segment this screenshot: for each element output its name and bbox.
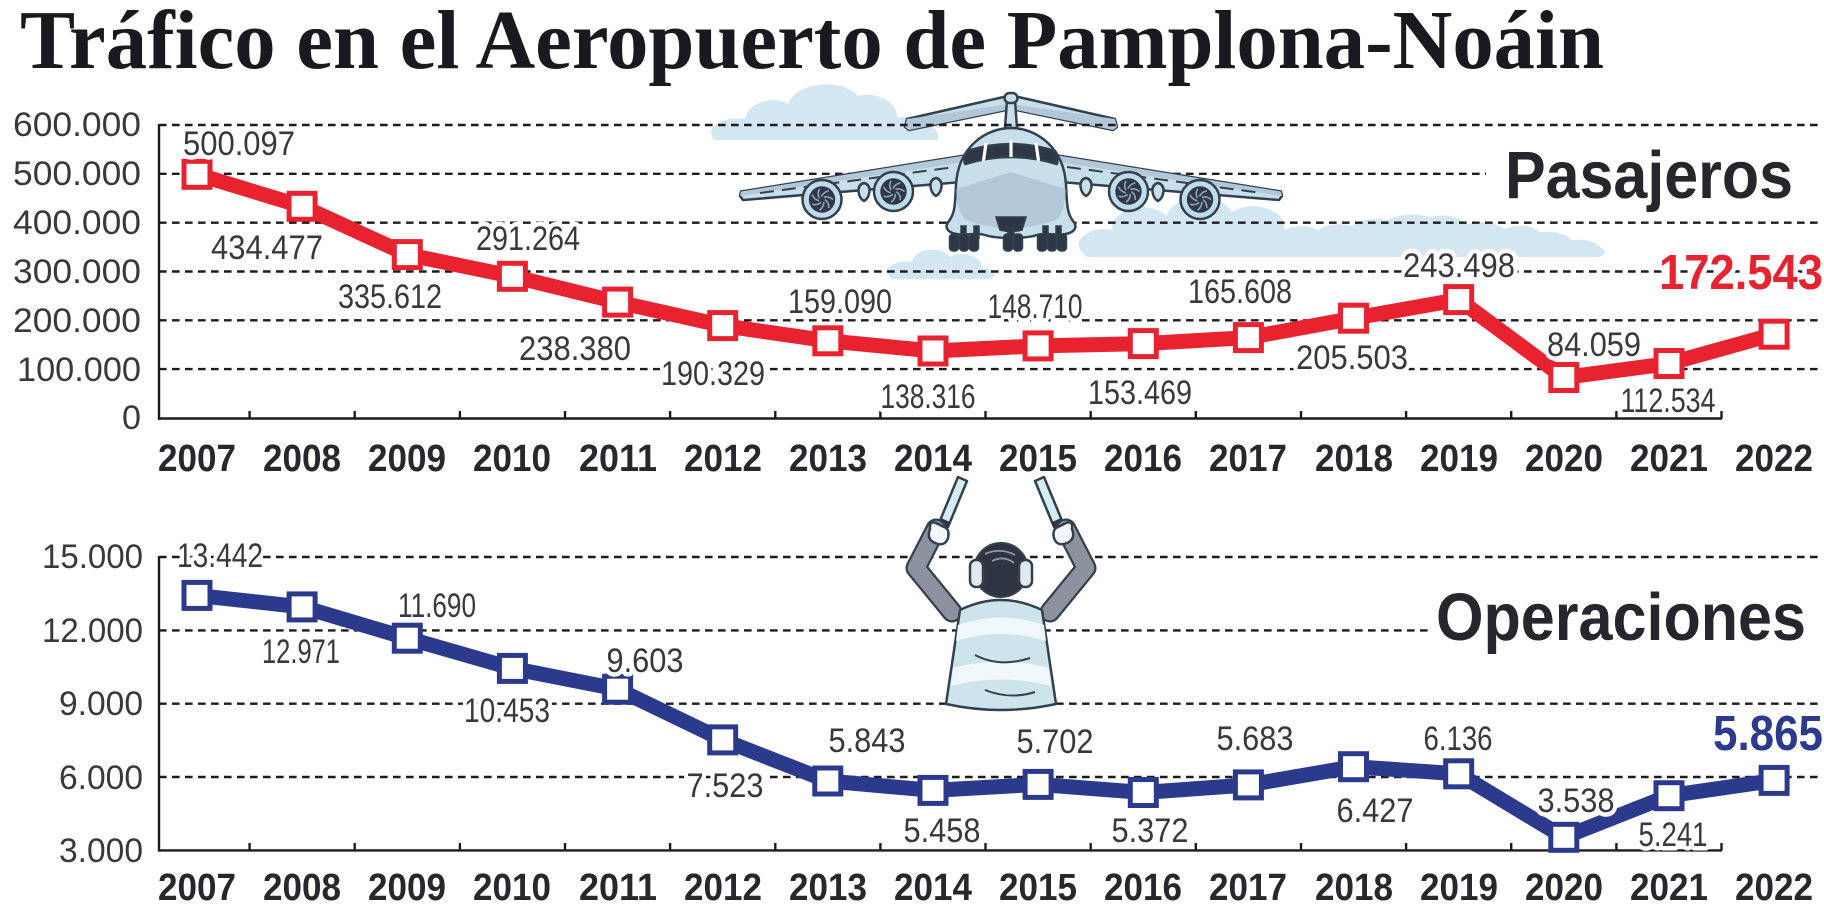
svg-text:2009: 2009: [368, 867, 446, 909]
svg-text:2007: 2007: [158, 867, 236, 909]
svg-text:434.477: 434.477: [211, 229, 323, 267]
svg-text:2009: 2009: [368, 438, 446, 480]
svg-text:Pasajeros: Pasajeros: [1505, 138, 1793, 213]
svg-text:2015: 2015: [999, 438, 1077, 480]
svg-text:3.538: 3.538: [1538, 782, 1615, 820]
svg-text:6.000: 6.000: [59, 759, 143, 797]
svg-text:400.000: 400.000: [13, 204, 141, 242]
svg-text:5.241: 5.241: [1639, 816, 1708, 854]
svg-text:Operaciones: Operaciones: [1436, 580, 1806, 655]
svg-text:2018: 2018: [1315, 438, 1393, 480]
svg-text:2018: 2018: [1315, 867, 1393, 909]
svg-text:190.329: 190.329: [661, 355, 765, 393]
svg-text:200.000: 200.000: [13, 302, 141, 340]
svg-text:2020: 2020: [1525, 867, 1603, 909]
svg-text:138.316: 138.316: [881, 378, 976, 416]
svg-text:238.380: 238.380: [519, 330, 631, 368]
svg-text:10.453: 10.453: [464, 692, 550, 730]
svg-text:12.000: 12.000: [42, 612, 143, 650]
svg-text:2011: 2011: [579, 867, 657, 909]
svg-text:500.097: 500.097: [183, 125, 295, 163]
svg-text:153.469: 153.469: [1088, 374, 1192, 412]
svg-text:5.843: 5.843: [829, 722, 906, 760]
svg-text:Tráfico en el Aeropuerto de Pa: Tráfico en el Aeropuerto de Pamplona-Noá…: [20, 0, 1604, 87]
svg-text:2013: 2013: [789, 438, 867, 480]
svg-text:2019: 2019: [1420, 438, 1498, 480]
svg-text:2010: 2010: [473, 867, 551, 909]
svg-text:291.264: 291.264: [476, 220, 580, 258]
svg-text:300.000: 300.000: [13, 253, 141, 291]
svg-text:7.523: 7.523: [687, 767, 764, 805]
svg-text:100.000: 100.000: [17, 351, 141, 389]
svg-text:13.442: 13.442: [177, 537, 263, 575]
svg-text:2019: 2019: [1420, 867, 1498, 909]
svg-text:2022: 2022: [1735, 867, 1813, 909]
svg-text:6.136: 6.136: [1424, 720, 1493, 758]
svg-text:84.059: 84.059: [1547, 326, 1641, 364]
svg-text:6.427: 6.427: [1337, 792, 1414, 830]
svg-text:2012: 2012: [684, 867, 762, 909]
svg-text:3.000: 3.000: [59, 832, 143, 870]
svg-text:12.971: 12.971: [262, 633, 340, 671]
svg-text:5.865: 5.865: [1713, 707, 1823, 761]
svg-text:2015: 2015: [999, 867, 1077, 909]
svg-text:2007: 2007: [158, 438, 236, 480]
svg-text:159.090: 159.090: [788, 283, 892, 321]
svg-text:243.498: 243.498: [1403, 247, 1515, 285]
svg-text:0: 0: [122, 399, 141, 437]
svg-text:2017: 2017: [1209, 867, 1287, 909]
svg-text:2017: 2017: [1209, 438, 1287, 480]
svg-text:9.000: 9.000: [59, 685, 143, 723]
svg-text:112.534: 112.534: [1621, 382, 1716, 420]
svg-text:600.000: 600.000: [13, 106, 141, 144]
svg-text:2016: 2016: [1104, 867, 1182, 909]
svg-text:5.702: 5.702: [1017, 723, 1094, 761]
svg-text:2012: 2012: [684, 438, 762, 480]
svg-text:172.543: 172.543: [1659, 246, 1823, 300]
svg-text:2008: 2008: [263, 867, 341, 909]
svg-text:15.000: 15.000: [42, 538, 143, 576]
svg-text:5.372: 5.372: [1112, 812, 1189, 850]
svg-text:148.710: 148.710: [988, 288, 1083, 326]
svg-text:500.000: 500.000: [13, 155, 141, 193]
svg-text:335.612: 335.612: [338, 278, 442, 316]
svg-text:2020: 2020: [1525, 438, 1603, 480]
svg-text:2014: 2014: [894, 438, 972, 480]
svg-text:2010: 2010: [473, 438, 551, 480]
svg-text:2011: 2011: [579, 438, 657, 480]
svg-text:2016: 2016: [1104, 438, 1182, 480]
svg-text:2021: 2021: [1630, 438, 1708, 480]
svg-text:2008: 2008: [263, 438, 341, 480]
svg-text:9.603: 9.603: [607, 642, 684, 680]
svg-text:5.683: 5.683: [1217, 720, 1294, 758]
svg-text:2014: 2014: [894, 867, 972, 909]
svg-text:2021: 2021: [1630, 867, 1708, 909]
svg-text:2013: 2013: [789, 867, 867, 909]
svg-text:11.690: 11.690: [398, 587, 476, 625]
svg-text:165.608: 165.608: [1188, 273, 1292, 311]
svg-text:5.458: 5.458: [904, 812, 981, 850]
svg-text:205.503: 205.503: [1296, 339, 1408, 377]
svg-text:2022: 2022: [1735, 438, 1813, 480]
